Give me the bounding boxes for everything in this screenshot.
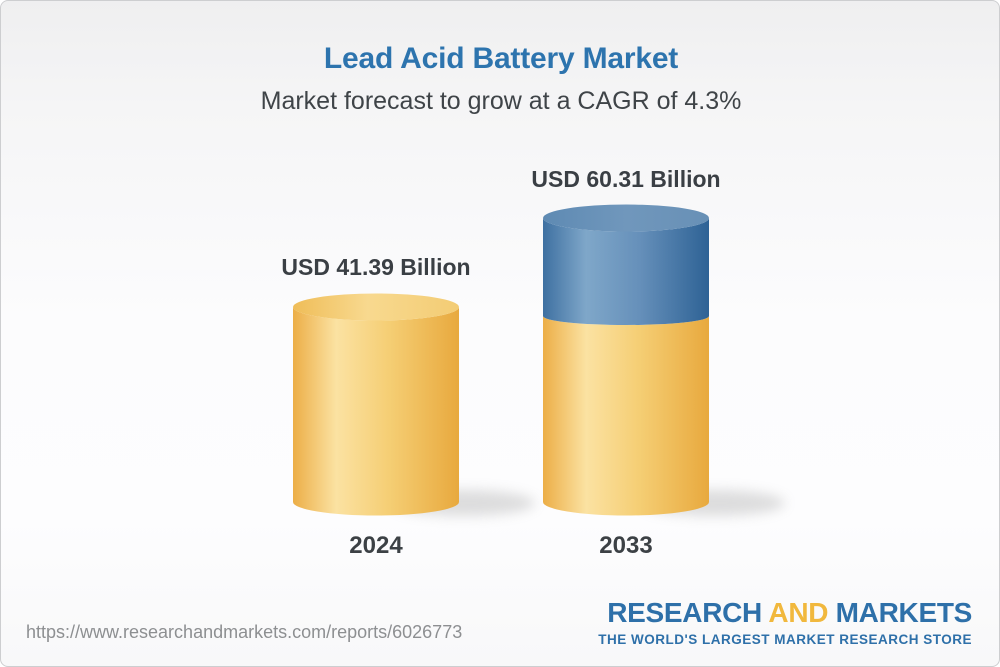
cylinder-2033-base-segment — [543, 316, 709, 516]
logo-tagline: THE WORLD'S LARGEST MARKET RESEARCH STOR… — [598, 632, 972, 647]
cylinder-2033-top — [543, 204, 709, 232]
company-logo: RESEARCH AND MARKETS THE WORLD'S LARGEST… — [598, 598, 972, 648]
logo-word-markets: MARKETS — [835, 597, 973, 628]
axis-label-2033: 2033 — [599, 532, 653, 559]
report-url[interactable]: https://www.researchandmarkets.com/repor… — [26, 622, 463, 642]
value-label-2024: USD 41.39 Billion — [281, 254, 471, 280]
logo-wordmark: RESEARCH AND MARKETS — [598, 598, 972, 628]
cylinder-2024-top — [293, 293, 459, 321]
logo-word-and: AND — [768, 597, 829, 628]
cylinder-2024-body — [293, 307, 459, 516]
page-subtitle: Market forecast to grow at a CAGR of 4.3… — [260, 87, 742, 115]
value-label-2033: USD 60.31 Billion — [531, 166, 721, 192]
cylinder-2024-shadow — [391, 490, 535, 516]
logo-word-research: RESEARCH — [607, 597, 762, 628]
cylinder-2033-shadow — [641, 490, 785, 516]
page-title: Lead Acid Battery Market — [323, 42, 679, 75]
cylinder-2033-growth-segment — [543, 218, 709, 325]
axis-label-2024: 2024 — [349, 532, 403, 559]
